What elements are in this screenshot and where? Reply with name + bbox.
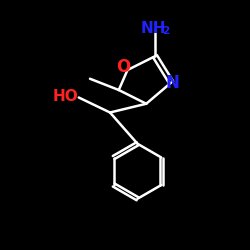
- Text: HO: HO: [52, 89, 78, 104]
- Text: 2: 2: [162, 26, 169, 36]
- Text: O: O: [116, 58, 130, 76]
- Text: N: N: [166, 74, 179, 92]
- Text: NH: NH: [141, 21, 167, 36]
